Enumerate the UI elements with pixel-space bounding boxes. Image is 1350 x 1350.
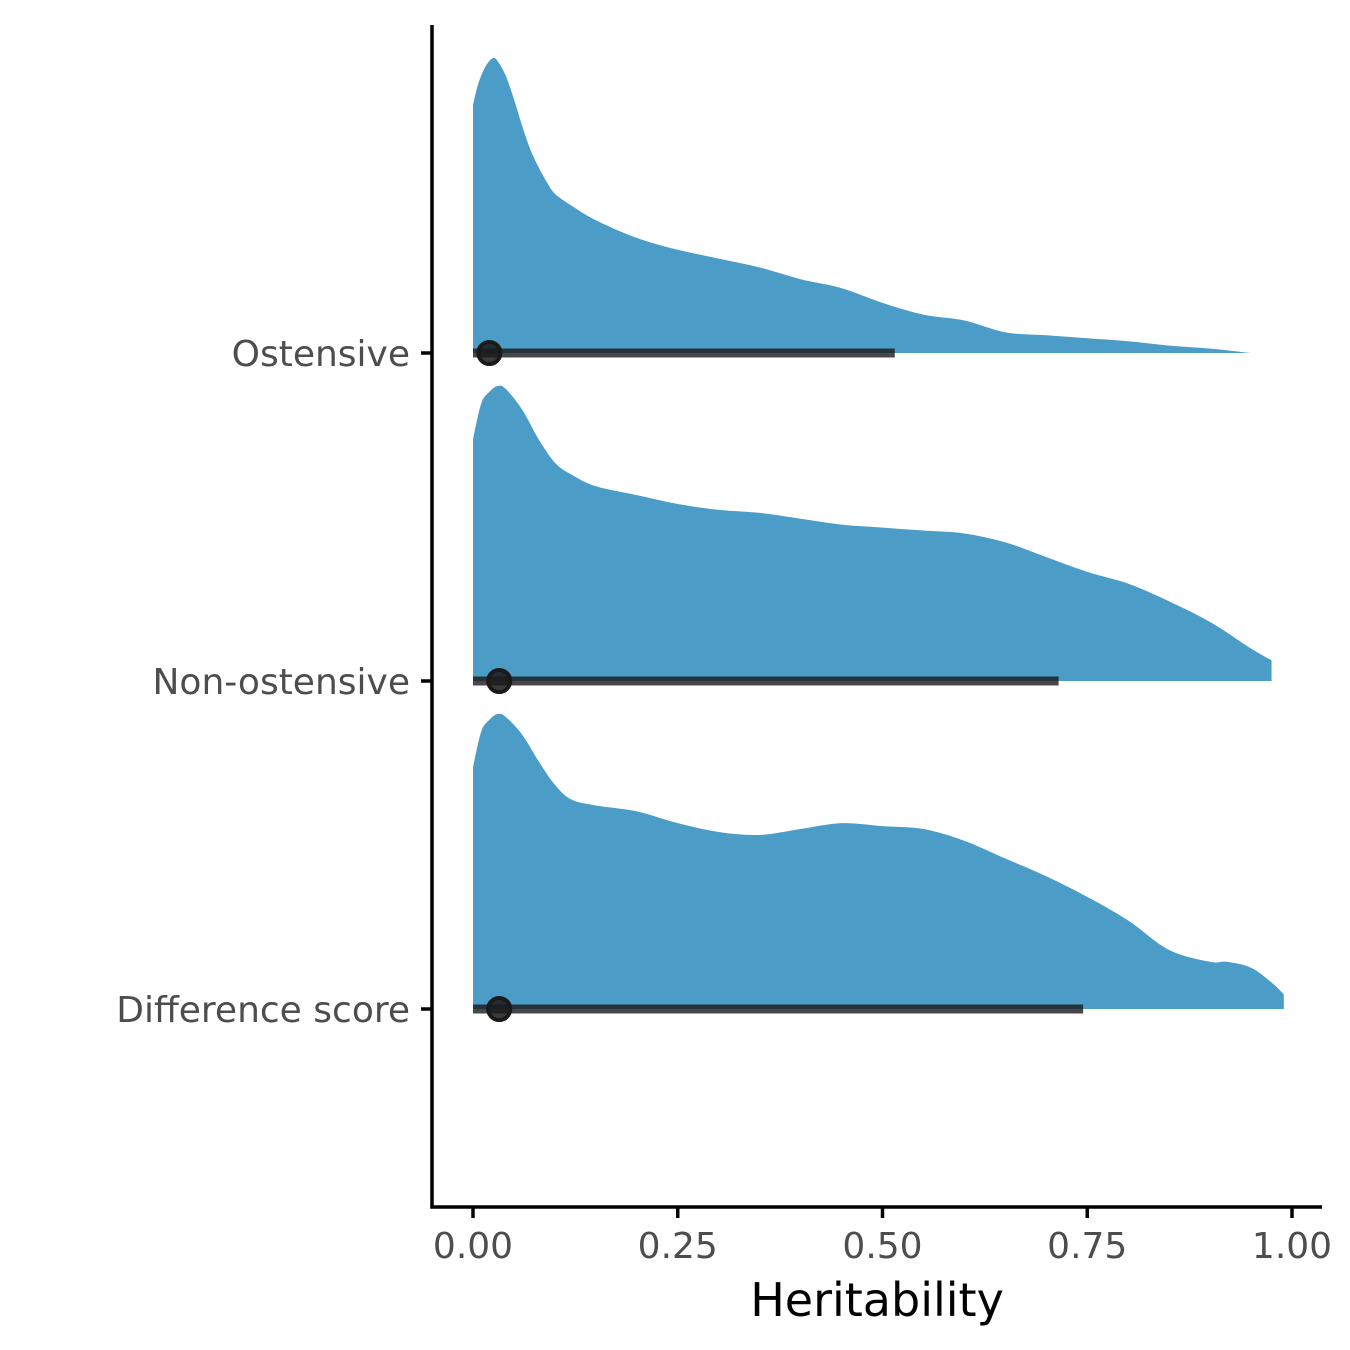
density-non-ostensive — [473, 385, 1272, 681]
point-difference-score — [486, 996, 513, 1022]
x-tick-label-2: 0.50 — [842, 1226, 922, 1267]
point-ostensive — [476, 340, 503, 366]
x-tick-label-3: 0.75 — [1047, 1226, 1127, 1267]
x-axis-ticks: 0.00 0.25 0.50 0.75 1.00 — [433, 1207, 1332, 1267]
y-tick-label-non-ostensive: Non-ostensive — [152, 662, 410, 703]
density-difference-score — [473, 713, 1284, 1009]
x-tick-label-0: 0.00 — [433, 1226, 513, 1267]
density-layer — [473, 58, 1284, 1009]
y-axis-ticks: Ostensive Non-ostensive Difference score — [116, 334, 432, 1031]
y-tick-label-ostensive: Ostensive — [232, 334, 410, 375]
density-ostensive — [473, 58, 1252, 353]
y-tick-label-difference-score: Difference score — [116, 990, 410, 1031]
x-axis-title: Heritability — [750, 1273, 1004, 1327]
interval-layer — [473, 340, 1084, 1022]
x-tick-label-4: 1.00 — [1252, 1226, 1332, 1267]
point-non-ostensive — [486, 668, 513, 694]
x-tick-label-1: 0.25 — [638, 1226, 718, 1267]
